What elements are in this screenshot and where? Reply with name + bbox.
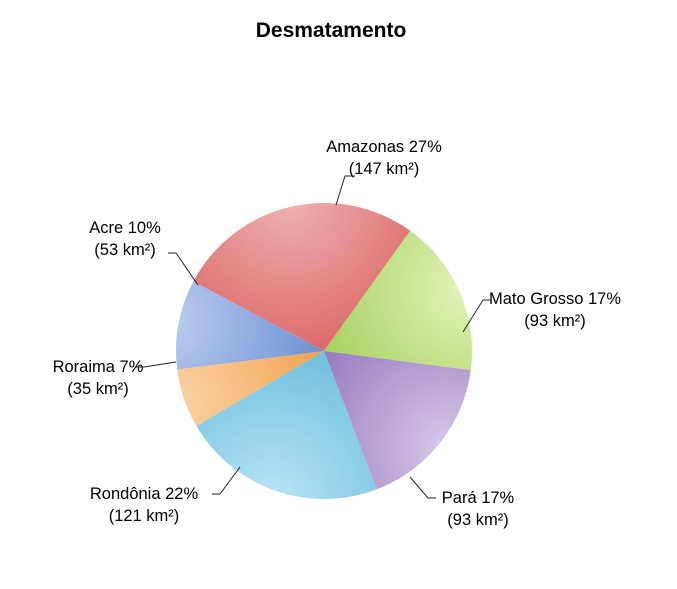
slice-label-mato-grosso: Mato Grosso 17% (489, 290, 621, 308)
pie-slice-roraima (177, 351, 324, 427)
leader-line-para (409, 476, 436, 499)
slice-value-rondonia: (121 km²) (109, 507, 180, 525)
slice-label-amazonas: Amazonas 27% (326, 138, 442, 156)
leader-line-acre (168, 252, 199, 286)
pie-slice-rondonia (196, 351, 377, 499)
slice-value-mato-grosso: (93 km²) (524, 312, 585, 330)
slice-value-roraima: (35 km²) (67, 380, 128, 398)
slice-labels: Amazonas 27% (147 km²) Mato Grosso 17% (93 … (53, 138, 622, 529)
slice-label-rondonia: Rondônia 22% (90, 485, 199, 503)
slice-label-acre: Acre 10% (89, 219, 161, 237)
slice-value-acre: (53 km²) (94, 241, 155, 259)
pie-slice-mato-grosso (324, 230, 472, 371)
chart-title: Desmatamento (256, 19, 407, 42)
leader-line-mato-grosso (462, 299, 491, 333)
leader-line-rondonia (212, 466, 241, 495)
slice-value-para: (93 km²) (447, 511, 508, 529)
pie-slices (176, 203, 472, 499)
slice-label-roraima: Roraima 7% (53, 358, 144, 376)
leader-line-amazonas (335, 175, 355, 206)
slice-value-amazonas: (147 km²) (349, 160, 420, 178)
slice-label-para: Pará 17% (442, 489, 515, 507)
pie-slice-para (324, 351, 471, 490)
pie-slice-amazonas (193, 203, 411, 351)
leader-line-roraima (136, 361, 177, 368)
pie-slice-acre (176, 281, 324, 370)
